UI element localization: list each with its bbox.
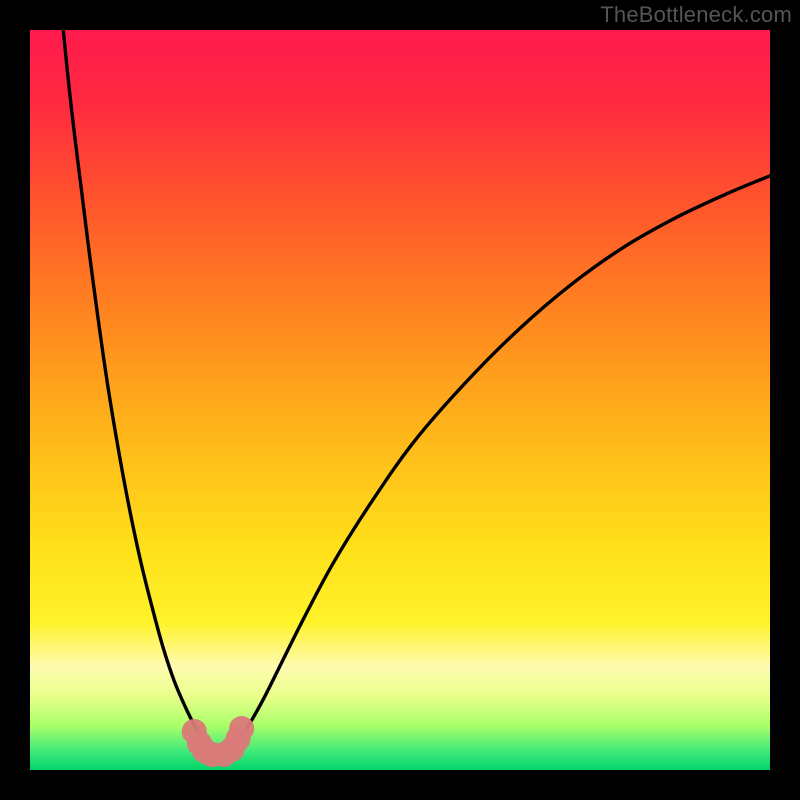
chart-container: TheBottleneck.com xyxy=(0,0,800,800)
attribution-text: TheBottleneck.com xyxy=(600,2,792,27)
attribution-watermark: TheBottleneck.com xyxy=(600,2,792,28)
chart-gradient-plot-area xyxy=(30,30,770,770)
